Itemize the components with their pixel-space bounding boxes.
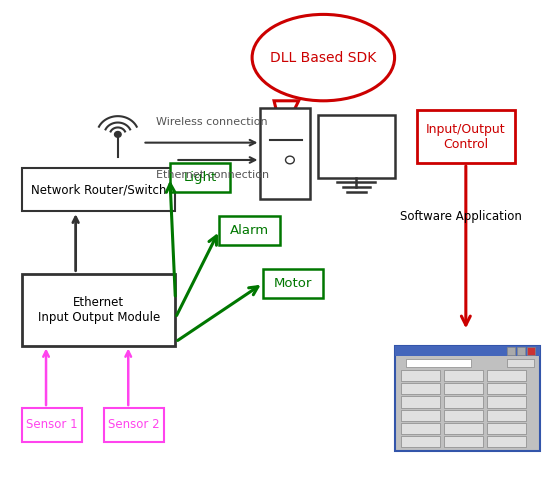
Text: DLL Based SDK: DLL Based SDK <box>270 50 377 65</box>
Bar <box>444 370 483 381</box>
Bar <box>401 370 440 381</box>
Bar <box>401 423 440 434</box>
Ellipse shape <box>252 14 394 101</box>
Bar <box>487 423 526 434</box>
Bar <box>517 347 525 355</box>
Text: Alarm: Alarm <box>230 224 269 237</box>
Text: Light: Light <box>183 171 217 184</box>
Bar <box>444 396 483 408</box>
Text: Sensor 2: Sensor 2 <box>109 418 160 432</box>
Bar <box>22 168 176 211</box>
Text: Software Application: Software Application <box>400 210 522 223</box>
Bar <box>444 409 483 421</box>
Text: Wireless connection: Wireless connection <box>156 117 268 127</box>
Bar <box>263 269 324 298</box>
Bar <box>507 359 535 367</box>
Bar <box>219 216 280 245</box>
Bar <box>487 396 526 408</box>
Bar <box>170 163 230 192</box>
Text: Motor: Motor <box>274 276 312 290</box>
Bar <box>444 423 483 434</box>
Bar <box>444 383 483 395</box>
Bar <box>487 383 526 395</box>
Bar <box>22 274 176 346</box>
Bar <box>507 347 515 355</box>
Bar <box>22 408 82 442</box>
Bar <box>394 346 540 451</box>
Bar <box>104 408 165 442</box>
Circle shape <box>115 132 121 137</box>
Text: Sensor 1: Sensor 1 <box>26 418 78 432</box>
Bar <box>401 383 440 395</box>
Text: Network Router/Switch: Network Router/Switch <box>31 183 166 196</box>
Bar <box>487 409 526 421</box>
Polygon shape <box>274 101 299 134</box>
Text: Input/Output
Control: Input/Output Control <box>426 123 506 151</box>
Circle shape <box>285 156 294 164</box>
Bar <box>444 436 483 447</box>
Bar <box>487 370 526 381</box>
Bar <box>406 359 471 367</box>
Bar <box>417 110 515 163</box>
Bar <box>487 436 526 447</box>
Text: Ethernet connection: Ethernet connection <box>156 170 269 180</box>
Bar <box>394 346 540 356</box>
Bar <box>401 396 440 408</box>
Bar <box>401 436 440 447</box>
Bar <box>401 409 440 421</box>
Bar <box>527 347 535 355</box>
Text: Ethernet
Input Output Module: Ethernet Input Output Module <box>38 296 160 324</box>
Bar <box>318 115 394 178</box>
Bar <box>260 108 310 199</box>
